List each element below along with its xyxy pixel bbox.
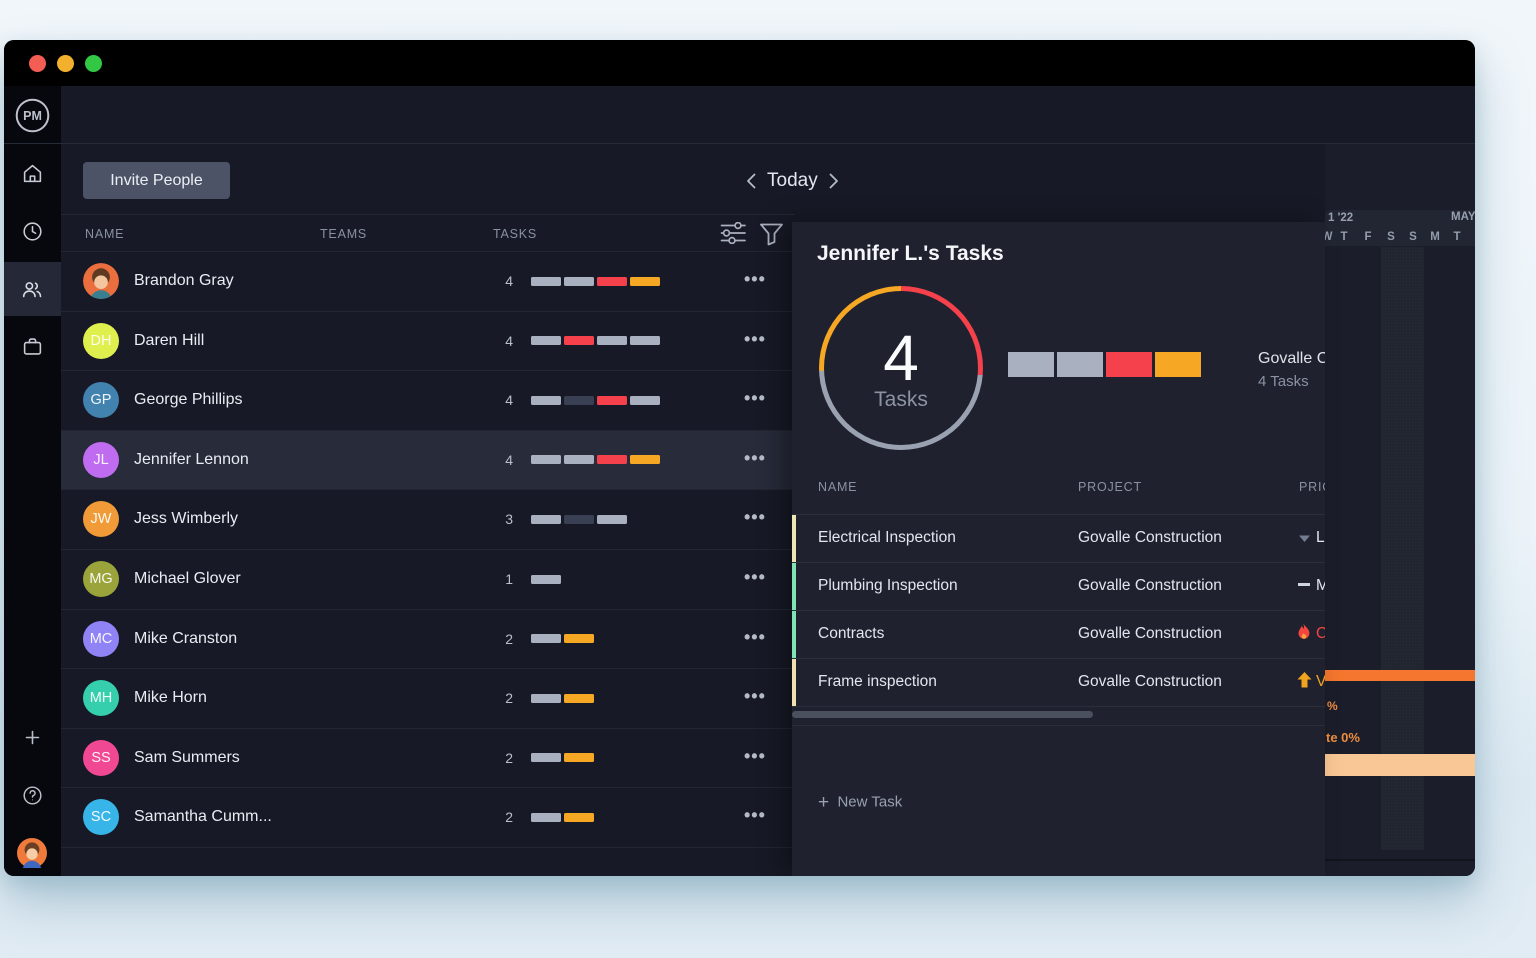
svg-text:PM: PM <box>23 109 42 123</box>
